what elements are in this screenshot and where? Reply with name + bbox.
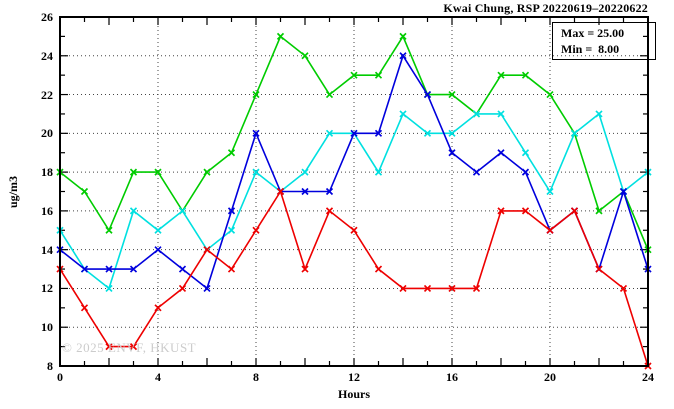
x-axis-title: Hours [337,387,370,401]
x-tick-label: 8 [253,370,259,384]
x-tick-label: 20 [544,370,556,384]
y-tick-label: 24 [41,48,53,63]
legend-min-value: Min = 8.00 [561,42,620,56]
y-axis-title: ug/m3 [6,176,20,209]
x-tick-label: 12 [348,370,360,384]
legend-max-value: Max = 25.00 [561,26,625,40]
x-tick-label: 4 [155,370,161,384]
y-tick-label: 26 [41,10,53,24]
y-tick-label: 14 [41,242,53,257]
x-tick-label: 24 [642,370,654,384]
series-line-day-1-green [59,34,649,251]
y-tick-label: 12 [41,281,53,296]
x-tick-label: 0 [57,370,63,384]
y-tick-label: 10 [41,320,53,335]
y-tick-label: 20 [41,126,53,141]
y-tick-label: 8 [47,359,53,373]
y-tick-label: 16 [41,203,53,218]
chart-title: Kwai Chung, RSP 20220619–20220622 [443,1,648,15]
legend-box: Max = 25.00 Min = 8.00 [552,22,656,60]
watermark: © 2025 ENVF, HKUST [62,340,197,355]
y-tick-label: 18 [41,165,53,180]
x-tick-label: 16 [446,370,458,384]
y-tick-label: 22 [41,87,53,102]
